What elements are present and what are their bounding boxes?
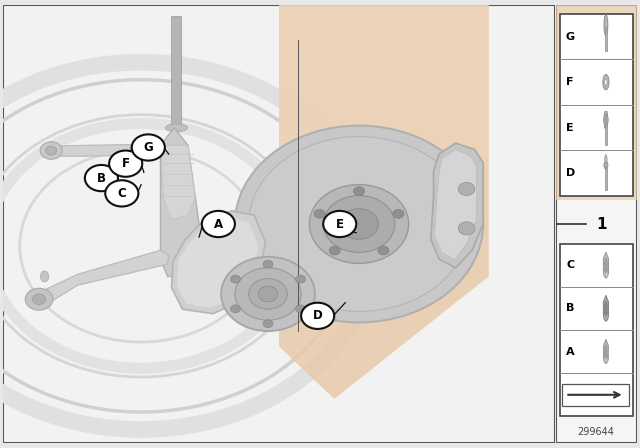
Polygon shape [161,128,199,276]
Circle shape [323,211,356,237]
Text: F: F [566,77,574,87]
Circle shape [323,196,395,252]
Polygon shape [161,145,195,220]
Circle shape [458,182,475,196]
Circle shape [230,275,241,283]
FancyBboxPatch shape [559,244,633,416]
Ellipse shape [604,268,609,278]
Circle shape [132,134,165,160]
Circle shape [202,211,235,237]
Circle shape [353,187,365,196]
Circle shape [263,260,273,268]
Ellipse shape [40,271,49,282]
Circle shape [263,320,273,327]
Ellipse shape [605,155,607,164]
Bar [605,27,607,51]
Text: 1: 1 [596,217,607,233]
Text: E: E [566,123,574,133]
Circle shape [605,114,607,125]
Circle shape [458,222,475,235]
Circle shape [221,257,315,331]
Circle shape [33,294,45,305]
Circle shape [249,279,287,309]
FancyBboxPatch shape [559,14,633,196]
Text: B: B [566,303,574,314]
Circle shape [329,246,340,255]
Circle shape [85,165,118,191]
Polygon shape [50,144,142,156]
Text: G: G [566,32,575,42]
Circle shape [25,288,53,310]
Text: C: C [566,260,574,270]
Text: B: B [97,172,106,185]
Text: 299644: 299644 [578,426,614,437]
Ellipse shape [604,312,609,321]
Polygon shape [604,295,609,322]
FancyBboxPatch shape [3,5,555,443]
Text: E: E [336,217,344,231]
Ellipse shape [604,355,608,363]
Polygon shape [279,0,489,289]
Text: D: D [566,168,575,178]
Text: D: D [313,309,323,322]
Polygon shape [177,217,258,308]
Circle shape [249,137,469,311]
Circle shape [45,146,57,155]
Circle shape [605,258,607,272]
Polygon shape [604,252,609,278]
Circle shape [309,185,409,263]
Polygon shape [604,340,608,364]
Circle shape [301,303,334,329]
Circle shape [604,15,608,36]
Text: F: F [122,157,130,170]
Polygon shape [37,250,169,308]
Bar [605,124,607,145]
Circle shape [378,246,389,255]
Circle shape [230,305,241,313]
Circle shape [605,345,607,358]
Circle shape [393,210,404,218]
Circle shape [235,268,301,320]
Ellipse shape [604,161,608,169]
Circle shape [136,145,147,154]
Circle shape [605,301,607,316]
Circle shape [296,275,305,283]
Polygon shape [172,211,265,314]
Circle shape [340,209,378,239]
Circle shape [40,142,62,159]
Circle shape [235,125,483,323]
Ellipse shape [165,124,188,132]
Polygon shape [431,143,483,268]
Circle shape [130,141,152,159]
Ellipse shape [605,79,607,85]
Circle shape [105,180,138,207]
Text: C: C [117,187,126,200]
Bar [172,16,181,128]
Bar [562,384,628,406]
Polygon shape [279,0,489,399]
Polygon shape [435,150,477,260]
FancyBboxPatch shape [556,5,637,200]
Ellipse shape [603,74,609,90]
Text: A: A [214,217,223,231]
Circle shape [258,286,278,302]
Text: G: G [143,141,153,154]
Polygon shape [604,112,608,128]
FancyBboxPatch shape [556,5,637,443]
Bar [605,166,607,190]
Circle shape [109,151,142,177]
Circle shape [314,210,325,218]
Circle shape [296,305,305,313]
Text: A: A [566,347,575,357]
